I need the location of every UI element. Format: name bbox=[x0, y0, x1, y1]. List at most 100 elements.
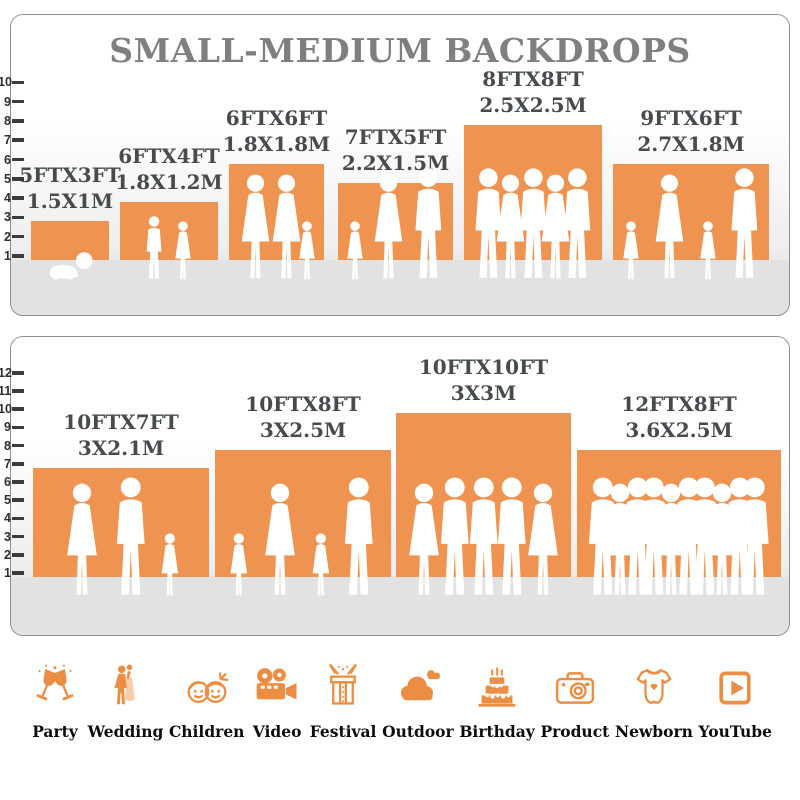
size-m-text: 3X3M bbox=[450, 381, 517, 406]
axis-tick-mark bbox=[12, 157, 24, 162]
axis-tick-label: 1 bbox=[4, 566, 11, 580]
floor-strip bbox=[11, 260, 789, 315]
category-video: Video bbox=[250, 662, 304, 741]
category-label: Outdoor bbox=[382, 722, 454, 741]
axis-tick-mark bbox=[12, 80, 24, 85]
backdrop-bar-6ftx4ft bbox=[120, 202, 218, 260]
axis-tick-mark bbox=[12, 534, 24, 539]
category-label: YouTube bbox=[698, 722, 772, 741]
man-silhouette-icon bbox=[558, 168, 597, 280]
backdrop-size-label: 8FTX8FT 2.5X2.5M bbox=[479, 66, 586, 118]
people-silhouette-group bbox=[577, 477, 781, 597]
people-silhouette-group bbox=[396, 477, 571, 597]
category-youtube: YouTube bbox=[699, 662, 772, 741]
video-icon bbox=[251, 662, 303, 714]
axis-tick-label: 2 bbox=[4, 547, 11, 562]
people-silhouette-group bbox=[464, 168, 602, 280]
woman-silhouette-icon bbox=[367, 174, 410, 280]
category-label: Party bbox=[32, 722, 78, 741]
people-silhouette-group bbox=[33, 477, 209, 597]
youtube-icon bbox=[709, 662, 761, 714]
man-silhouette-icon bbox=[725, 168, 764, 280]
axis-tick-label: 4 bbox=[4, 511, 11, 526]
girl-silhouette-icon bbox=[226, 533, 252, 597]
axis-tick-mark bbox=[12, 234, 24, 239]
axis-tick-mark bbox=[12, 119, 24, 123]
people-silhouette-group bbox=[120, 216, 218, 280]
girl-silhouette-icon bbox=[619, 221, 643, 280]
wedding-icon bbox=[99, 662, 151, 714]
category-label: Wedding bbox=[87, 722, 164, 741]
category-label: Newborn bbox=[614, 722, 693, 741]
axis-tick-mark bbox=[12, 177, 24, 181]
category-row: Party Wedding Children Video Festival Outdoor… bbox=[28, 662, 772, 741]
axis-tick-mark bbox=[12, 196, 24, 200]
man-silhouette-icon bbox=[338, 477, 380, 597]
backdrop-size-label: 10FTX8FT 3X2.5M bbox=[245, 391, 360, 443]
axis-tick-mark bbox=[12, 462, 24, 466]
woman-silhouette-icon bbox=[257, 483, 303, 597]
axis-tick-label: 8 bbox=[4, 438, 11, 453]
girl-silhouette-icon bbox=[343, 221, 367, 280]
large-backdrops-panel: 1 2 3 4 5 6 7 8 9 10 11 12 10FTX7FT 3X2.1M 10FTX8FT 3X2… bbox=[0, 336, 790, 636]
axis-tick-mark bbox=[12, 254, 24, 258]
product-icon bbox=[549, 662, 601, 714]
axis-tick-mark bbox=[12, 215, 24, 220]
category-festival: Festival bbox=[310, 662, 376, 741]
size-m-text: 3.6X2.5M bbox=[625, 417, 733, 442]
woman-silhouette-icon bbox=[59, 483, 105, 597]
party-icon bbox=[29, 662, 81, 714]
size-m-text: 1.8X1.8M bbox=[222, 131, 331, 156]
category-label: Product bbox=[540, 722, 610, 741]
size-m-text: 3X2.1M bbox=[77, 435, 165, 460]
category-wedding: Wedding bbox=[87, 662, 164, 741]
category-birthday: Birthday bbox=[459, 662, 535, 741]
axis-tick-label: 2 bbox=[4, 229, 11, 244]
category-newborn: Newborn bbox=[615, 662, 693, 741]
axis-tick-label: 7 bbox=[4, 133, 11, 148]
girl-silhouette-icon bbox=[171, 221, 195, 280]
people-silhouette-group bbox=[338, 168, 453, 280]
newborn-icon bbox=[628, 662, 680, 714]
size-ft-text: 6FTX6FT bbox=[225, 105, 328, 130]
backdrop-size-label: 5FTX3FT 1.5X1M bbox=[19, 162, 121, 214]
axis-tick-label: 10 bbox=[0, 402, 12, 417]
axis-tick-label: 8 bbox=[4, 113, 11, 128]
axis-tick-mark bbox=[12, 553, 24, 557]
backdrop-size-label: 6FTX4FT 1.8X1.2M bbox=[115, 143, 222, 195]
axis-tick-mark bbox=[12, 443, 24, 448]
axis-tick-mark bbox=[12, 138, 24, 142]
size-ft-text: 10FTX10FT bbox=[418, 355, 549, 380]
category-children: Children bbox=[169, 662, 244, 741]
axis-tick-mark bbox=[12, 516, 24, 521]
backdrop-bar-5ftx3ft bbox=[31, 221, 109, 260]
man-silhouette-icon bbox=[734, 477, 776, 597]
people-silhouette-group bbox=[31, 250, 109, 280]
size-ft-text: 12FTX8FT bbox=[621, 391, 737, 416]
girl-silhouette-icon bbox=[157, 533, 183, 597]
axis-tick-mark bbox=[12, 498, 24, 502]
axis-tick-label: 3 bbox=[4, 529, 11, 544]
category-product: Product bbox=[540, 662, 609, 741]
axis-tick-label: 3 bbox=[4, 210, 11, 225]
people-silhouette-group bbox=[215, 477, 391, 597]
axis-tick-label: 9 bbox=[4, 420, 11, 435]
backdrop-size-label: 12FTX8FT 3.6X2.5M bbox=[621, 391, 736, 443]
axis-tick-label: 1 bbox=[4, 249, 11, 263]
size-ft-text: 5FTX3FT bbox=[19, 163, 121, 188]
man-silhouette-icon bbox=[110, 477, 152, 597]
woman-silhouette-icon bbox=[520, 483, 566, 597]
outdoor-icon bbox=[392, 662, 444, 714]
backdrop-size-label: 9FTX6FT 2.7X1.8M bbox=[637, 105, 744, 157]
size-ft-text: 9FTX6FT bbox=[640, 105, 742, 130]
girl-silhouette-icon bbox=[308, 533, 334, 597]
axis-tick-mark bbox=[12, 371, 24, 375]
axis-tick-mark bbox=[12, 425, 24, 430]
axis-tick-mark bbox=[12, 407, 24, 411]
size-m-text: 3X2.5M bbox=[259, 417, 347, 442]
people-silhouette-group bbox=[229, 174, 324, 280]
axis-tick-label: 4 bbox=[4, 191, 11, 206]
man-silhouette-icon bbox=[409, 168, 448, 280]
size-m-text: 1.8X1.2M bbox=[115, 170, 223, 195]
page-title: SMALL-MEDIUM BACKDROPS bbox=[109, 31, 691, 70]
